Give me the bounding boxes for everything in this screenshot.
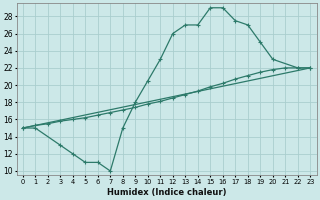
X-axis label: Humidex (Indice chaleur): Humidex (Indice chaleur) — [107, 188, 226, 197]
